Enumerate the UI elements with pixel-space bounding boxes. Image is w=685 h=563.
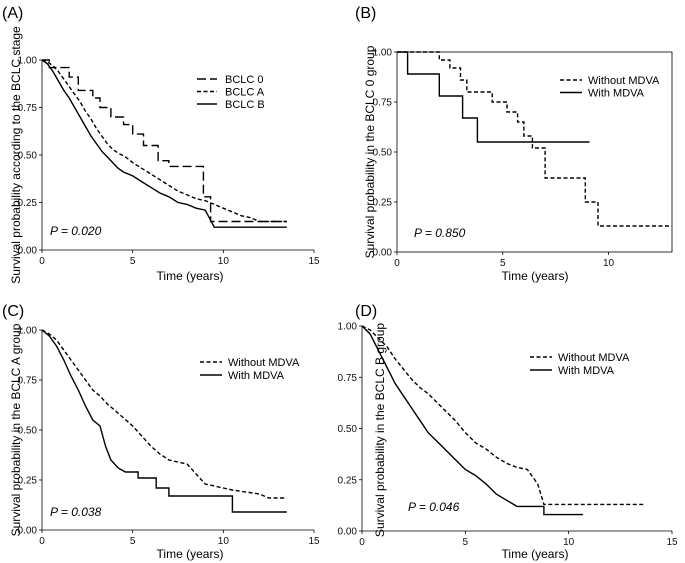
series-line-bclc-a — [41, 59, 287, 223]
x-tick-label: 5 — [463, 537, 469, 548]
chart-panel-4: (D) 0.00 0.25 0.50 0.75 1.00 0 5 10 15 Time (years… — [338, 303, 678, 561]
y-tick-label: 0.25 — [338, 475, 358, 486]
y-tick-label: 0.75 — [18, 376, 38, 387]
x-tick-label: 10 — [563, 537, 575, 548]
legend-label: BCLC 0 — [225, 74, 264, 86]
y-tick-label: 0.75 — [373, 98, 393, 109]
x-tick-label: 5 — [130, 256, 136, 267]
y-tick-label: 1.00 — [338, 322, 358, 333]
p-value-annotation: P = 0.020 — [50, 224, 102, 238]
y-tick-label: 0.25 — [18, 476, 38, 487]
series-line-with-mdva — [361, 325, 584, 516]
y-tick-label: 0.25 — [18, 198, 38, 209]
legend-label: Without MDVA — [588, 75, 660, 87]
series-line-bclc-b — [41, 59, 287, 228]
series-line-without-mdva — [397, 51, 672, 227]
legend-label: BCLC A — [225, 87, 265, 99]
legend-label: With MDVA — [558, 365, 615, 377]
y-axis-title: Survival probability in the BCLC 0 group — [363, 45, 377, 258]
legend-label: BCLC B — [225, 99, 265, 111]
chart-panel-1: (A) 0.00 0.25 0.50 0.75 1.00 0 5 10 15 Time (years… — [2, 5, 320, 284]
legend-label: With MDVA — [588, 88, 645, 100]
y-tick-label: 0.00 — [18, 526, 38, 537]
y-axis-title: Survival probability according to the BC… — [9, 26, 23, 284]
y-tick-label: 0.75 — [18, 103, 38, 114]
y-tick-label: 0.50 — [373, 148, 393, 159]
x-tick-label: 5 — [130, 536, 136, 547]
x-tick-label: 15 — [308, 536, 320, 547]
panel-label: (D) — [355, 303, 377, 320]
y-tick-label: 0.50 — [18, 151, 38, 162]
p-value-annotation: P = 0.038 — [50, 505, 102, 519]
y-tick-label: 0.00 — [373, 248, 393, 259]
x-tick-label: 10 — [218, 256, 230, 267]
panel-label: (C) — [2, 303, 24, 320]
x-axis-title: Time (years) — [502, 547, 569, 561]
y-tick-label: 1.00 — [18, 56, 38, 67]
legend-label: Without MDVA — [228, 357, 300, 369]
p-value-annotation: P = 0.850 — [414, 226, 466, 240]
p-value-annotation: P = 0.046 — [408, 500, 460, 514]
y-tick-label: 0.25 — [373, 198, 393, 209]
x-tick-label: 0 — [394, 258, 400, 269]
y-tick-label: 1.00 — [18, 326, 38, 337]
panel-label: (B) — [355, 5, 376, 22]
x-axis-title: Time (years) — [157, 547, 224, 561]
chart-panel-3: (C) 0.00 0.25 0.50 0.75 1.00 0 5 10 15 Time (years… — [2, 303, 320, 561]
y-tick-label: 0.50 — [18, 426, 38, 437]
series-line-without-mdva — [361, 325, 646, 506]
series-line-with-mdva — [397, 51, 590, 143]
y-tick-label: 0.50 — [338, 424, 358, 435]
x-tick-label: 0 — [39, 536, 45, 547]
x-axis-title: Time (years) — [157, 269, 224, 283]
x-tick-label: 0 — [39, 256, 45, 267]
y-tick-label: 0.75 — [338, 373, 358, 384]
x-axis-title: Time (years) — [502, 269, 569, 283]
x-tick-label: 15 — [666, 537, 678, 548]
x-tick-label: 0 — [359, 537, 365, 548]
chart-panel-2: (B) 0.00 0.25 0.50 0.75 1.00 0 5 10 Time (years) S… — [355, 5, 673, 283]
y-axis-title: Survival probability in the BCLC A group — [9, 323, 23, 536]
legend-label: With MDVA — [228, 370, 285, 382]
y-axis-title: Survival probability in the BCLC B group — [373, 323, 387, 537]
x-tick-label: 15 — [308, 256, 320, 267]
x-tick-label: 10 — [603, 258, 615, 269]
y-tick-label: 0.00 — [338, 527, 358, 538]
legend-label: Without MDVA — [558, 352, 630, 364]
x-tick-label: 5 — [500, 258, 506, 269]
panel-label: (A) — [2, 5, 23, 22]
series-line-with-mdva — [41, 329, 287, 513]
x-tick-label: 10 — [218, 536, 230, 547]
y-tick-label: 1.00 — [373, 48, 393, 59]
series-line-bclc-0 — [42, 59, 287, 223]
y-tick-label: 0.00 — [18, 246, 38, 257]
series-line-without-mdva — [41, 329, 287, 499]
